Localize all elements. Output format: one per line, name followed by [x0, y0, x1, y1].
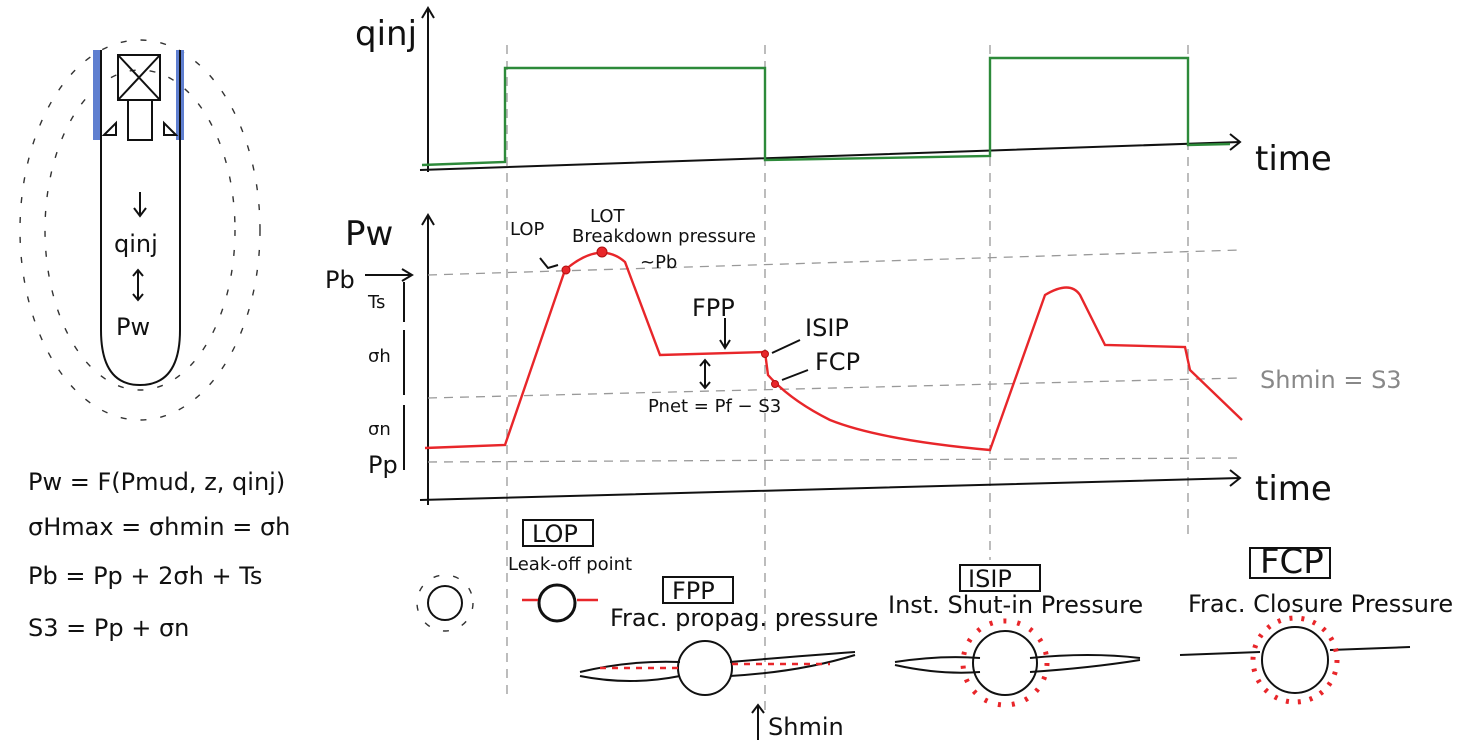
packer	[117, 54, 161, 101]
fracture	[579, 651, 856, 682]
stage-abbr: FCP	[1260, 542, 1324, 582]
wellbore: qinj Pw	[19, 39, 261, 421]
y-axis	[421, 6, 435, 172]
rock-texture	[44, 69, 236, 391]
annotation: Breakdown pressure	[572, 226, 756, 247]
packer	[117, 54, 161, 101]
pressure-curve	[424, 251, 1243, 452]
y-label: Pw	[345, 214, 393, 254]
guide-line	[506, 45, 1189, 715]
stage-abbr: FPP	[672, 577, 715, 605]
annotation: LOP	[510, 219, 545, 240]
stage-name: Frac. propag. pressure	[610, 604, 878, 632]
fracture	[894, 654, 1141, 674]
stress-label: Shmin	[768, 713, 844, 741]
equation: σHmax = σhmin = σh	[28, 513, 290, 541]
pressure-plot: Pw time Pb Ts σh σn Pp LOP LOT Breakdown…	[325, 206, 1402, 509]
injection-rate	[421, 56, 1231, 167]
annotation-arrow	[539, 257, 809, 390]
fracture	[1179, 646, 1411, 656]
stage-box	[959, 564, 1041, 592]
closure-stress	[1250, 615, 1340, 705]
annotation: FPP	[692, 294, 735, 322]
level-label: Ts	[367, 292, 385, 313]
annotation: LOT	[590, 206, 626, 227]
equation: Pb = Pp + 2σh + Ts	[28, 562, 262, 590]
flow-label: qinj	[114, 230, 158, 258]
stage-abbr: LOP	[532, 520, 578, 548]
tool	[101, 100, 179, 141]
hole-halo	[416, 574, 474, 632]
borehole-wall	[100, 50, 181, 387]
stage-name: Inst. Shut-in Pressure	[888, 591, 1143, 619]
hole	[972, 630, 1038, 696]
level-label: σh	[368, 346, 391, 367]
stage-abbr: ISIP	[968, 565, 1012, 593]
x-axis	[419, 469, 1242, 501]
stage-sketches: LOP Leak-off point FPP Frac. propag. pre…	[416, 519, 1453, 741]
annotation: Pnet = Pf − S3	[648, 396, 781, 417]
stress-arrow	[751, 703, 765, 740]
hole	[1261, 626, 1329, 694]
isip-point	[761, 350, 769, 358]
fracture-pressure	[600, 662, 830, 670]
lot-point	[596, 246, 608, 258]
level-label: Pp	[368, 451, 398, 479]
level-bracket	[365, 268, 414, 470]
x-label: time	[1255, 139, 1332, 179]
annotation: ~Pb	[640, 252, 677, 273]
stage-box	[1249, 547, 1331, 579]
annotation: Shmin = S3	[1260, 366, 1402, 394]
x-axis	[419, 133, 1242, 171]
hole	[427, 585, 463, 621]
equation: Pw = F(Pmud, z, qinj)	[28, 468, 285, 496]
stage-name: Frac. Closure Pressure	[1188, 590, 1453, 618]
lop-point	[561, 265, 571, 275]
level-label: Pb	[325, 266, 355, 294]
fcp-point	[771, 380, 779, 388]
pressure-label: Pw	[116, 313, 150, 341]
injection-plot: qinj time	[355, 6, 1332, 179]
rock-texture	[19, 39, 261, 421]
casing	[93, 50, 101, 140]
x-label: time	[1255, 469, 1332, 509]
annotation: ISIP	[805, 314, 849, 342]
stage-name: Leak-off point	[508, 554, 632, 575]
equations: Pw = F(Pmud, z, qinj) σHmax = σhmin = σh…	[28, 468, 290, 642]
y-axis	[421, 213, 435, 505]
stage-box	[522, 519, 594, 547]
level-label: σn	[368, 419, 391, 440]
annotation: FCP	[815, 348, 860, 376]
arrow	[132, 192, 147, 302]
hole	[537, 583, 577, 623]
shut-in-stress	[960, 618, 1050, 708]
equation: S3 = Pp + σn	[28, 614, 189, 642]
stage-box	[662, 576, 734, 604]
y-label: qinj	[355, 14, 417, 54]
hole	[677, 640, 733, 696]
phase-guides	[506, 45, 1189, 715]
